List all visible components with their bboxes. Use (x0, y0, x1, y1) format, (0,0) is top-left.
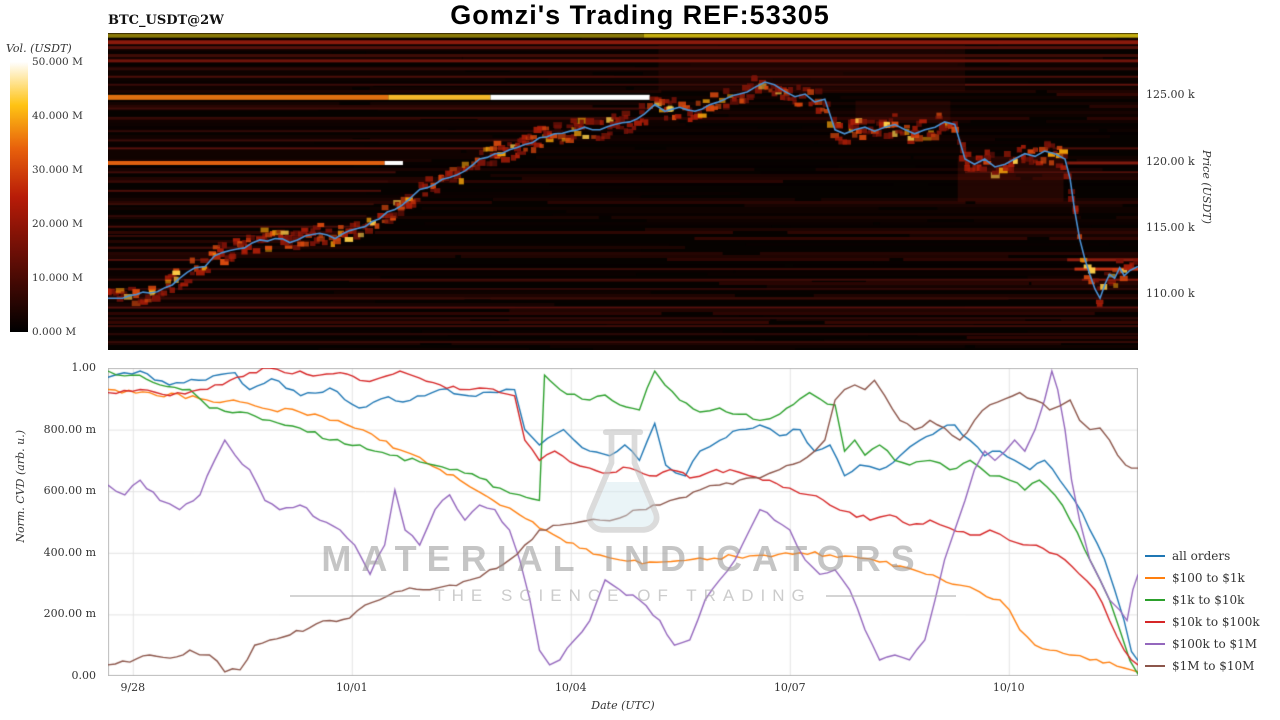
legend-label: $1M to $10M (1172, 659, 1255, 673)
price-tick-label: 125.00 k (1146, 88, 1195, 102)
legend-item[interactable]: $100k to $1M (1145, 633, 1260, 655)
colorbar-tick-label: 40.000 M (32, 110, 83, 122)
cvd-tick-label: 800.00 m (43, 422, 96, 436)
legend-item[interactable]: all orders (1145, 545, 1260, 567)
cvd-chart-canvas[interactable] (108, 368, 1138, 676)
colorbar-tick-label: 0.000 M (32, 326, 77, 338)
legend-item[interactable]: $1k to $10k (1145, 589, 1260, 611)
legend-swatch (1145, 664, 1165, 668)
date-tick-label: 10/04 (554, 681, 587, 694)
date-axis-label: Date (UTC) (591, 699, 655, 712)
legend-item[interactable]: $100 to $1k (1145, 567, 1260, 589)
legend-label: $1k to $10k (1172, 593, 1245, 607)
price-axis-label: Price (USDT) (1200, 150, 1213, 224)
cvd-tick-label: 600.00 m (43, 484, 96, 498)
legend-swatch (1145, 598, 1165, 602)
date-tick-label: 10/01 (335, 681, 368, 694)
colorbar-tick-label: 50.000 M (32, 56, 83, 68)
legend-item[interactable]: $1M to $10M (1145, 655, 1260, 677)
price-tick-label: 115.00 k (1146, 220, 1195, 234)
legend-label: $100k to $1M (1172, 637, 1258, 651)
cvd-tick-label: 400.00 m (43, 545, 96, 559)
legend-label: $10k to $100k (1172, 615, 1260, 629)
date-tick-label: 10/07 (773, 681, 806, 694)
date-tick-label: 10/10 (992, 681, 1025, 694)
volume-colorbar-canvas (10, 62, 28, 332)
legend-swatch (1145, 642, 1165, 646)
colorbar-tick-label: 10.000 M (32, 272, 83, 284)
colorbar-axis-label: Vol. (USDT) (6, 42, 72, 55)
date-tick-label: 9/28 (120, 681, 146, 694)
legend: all orders $100 to $1k $1k to $10k $10k to … (1145, 545, 1260, 677)
legend-swatch (1145, 554, 1165, 558)
legend-item[interactable]: $10k to $100k (1145, 611, 1260, 633)
cvd-tick-label: 1.00 (71, 361, 97, 374)
legend-swatch (1145, 620, 1165, 624)
price-tick-label: 110.00 k (1146, 287, 1195, 301)
legend-label: all orders (1172, 549, 1231, 563)
colorbar-tick-label: 30.000 M (32, 164, 83, 176)
cvd-axis-label: Norm. CVD (arb. u.) (14, 430, 27, 543)
price-heatmap-canvas[interactable] (108, 33, 1138, 350)
colorbar-tick-label: 20.000 M (32, 218, 83, 230)
legend-label: $100 to $1k (1172, 571, 1245, 585)
cvd-tick-label: 200.00 m (43, 607, 96, 621)
price-tick-label: 120.00 k (1146, 154, 1195, 168)
symbol-label: BTC_USDT@2W (108, 13, 224, 28)
cvd-tick-label: 0.00 (71, 669, 97, 682)
page-title: Gomzi's Trading REF:53305 (450, 0, 830, 30)
legend-swatch (1145, 576, 1165, 580)
